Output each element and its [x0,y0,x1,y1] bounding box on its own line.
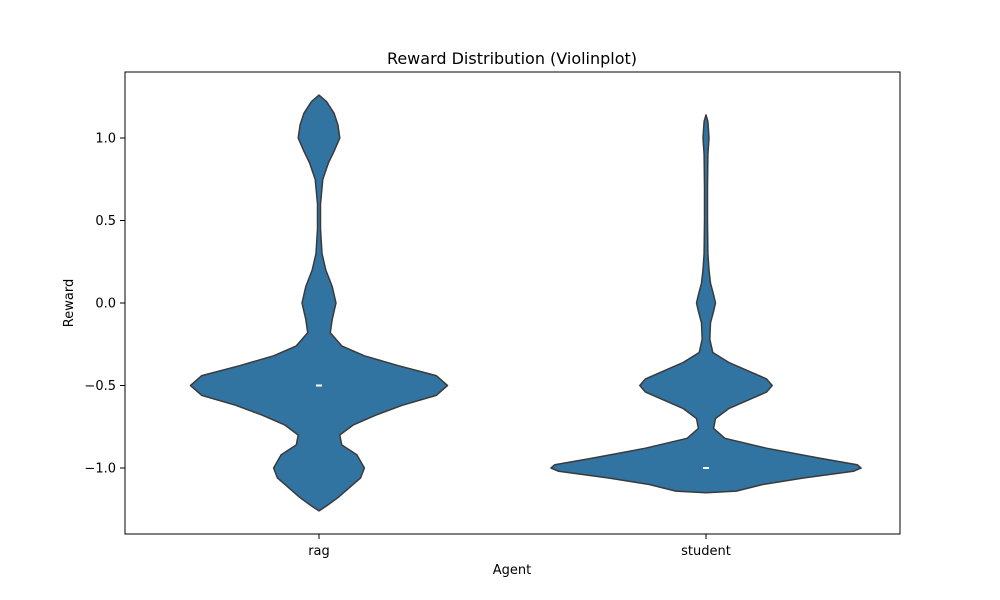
x-tick-label: rag [308,544,330,559]
chart-title: Reward Distribution (Violinplot) [387,49,637,68]
x-axis-label: Agent [493,563,531,578]
y-tick-label: 0.5 [95,214,116,229]
y-axis: −1.0 −0.5 0.0 0.5 1.0 [84,132,125,477]
y-tick-label: 0.0 [95,297,116,312]
y-axis-label: Reward [62,279,77,327]
y-tick-label: −0.5 [84,379,116,394]
violin-student [550,114,862,494]
y-tick-label: −1.0 [84,462,116,477]
plot-frame [124,71,901,535]
violins-layer [189,94,862,512]
x-axis: rag student [308,534,731,559]
y-tick-label: 1.0 [95,132,116,147]
x-tick-label: student [681,544,731,559]
violin-rag [189,94,449,512]
